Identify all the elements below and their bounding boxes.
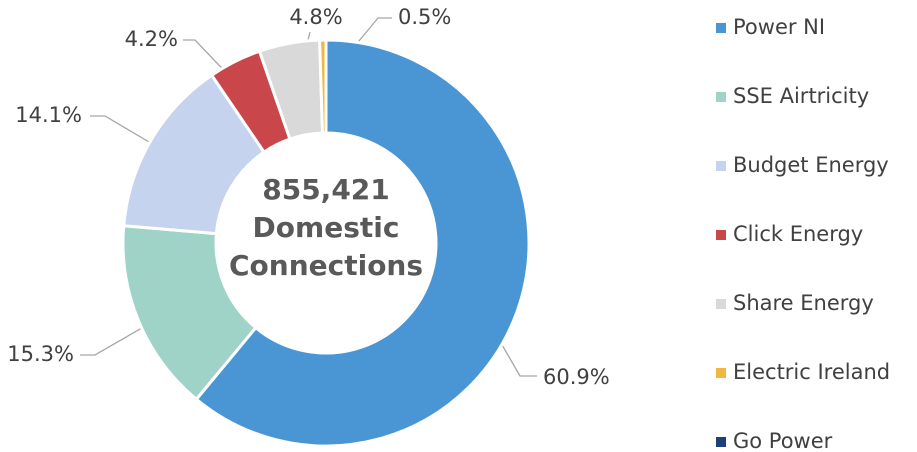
slice xyxy=(318,38,328,135)
data-label: 0.5% xyxy=(398,5,451,29)
data-label: 4.8% xyxy=(289,5,342,29)
center-label: 855,421 xyxy=(262,173,390,206)
legend-label: Budget Energy xyxy=(733,153,889,177)
labels: 60.9% 15.3% 14.1% 4.2% 4.8% 0.5% xyxy=(7,5,609,389)
legend-label: Click Energy xyxy=(733,222,863,246)
legend-swatch xyxy=(716,299,726,309)
data-label: 15.3% xyxy=(7,342,74,366)
slices xyxy=(121,38,531,448)
legend-label: Power NI xyxy=(733,15,825,39)
legend-swatch xyxy=(716,23,726,33)
legend-label: SSE Airtricity xyxy=(733,84,869,108)
data-label: 4.2% xyxy=(125,27,178,51)
data-label: 60.9% xyxy=(543,365,610,389)
center-label: Connections xyxy=(229,249,423,282)
legend-swatch xyxy=(716,437,726,447)
legend-swatch xyxy=(716,230,726,240)
legend-label: Go Power xyxy=(733,429,833,452)
legend-swatch xyxy=(716,161,726,171)
legend-swatch xyxy=(716,92,726,102)
data-label: 14.1% xyxy=(15,103,82,127)
legend-label: Electric Ireland xyxy=(733,360,890,384)
center-label: Domestic xyxy=(253,211,400,244)
legend-label: Share Energy xyxy=(733,291,874,315)
slice xyxy=(194,38,531,448)
legend-swatch xyxy=(716,368,726,378)
legend: Power NI SSE Airtricity Budget Energy Click… xyxy=(716,15,890,452)
